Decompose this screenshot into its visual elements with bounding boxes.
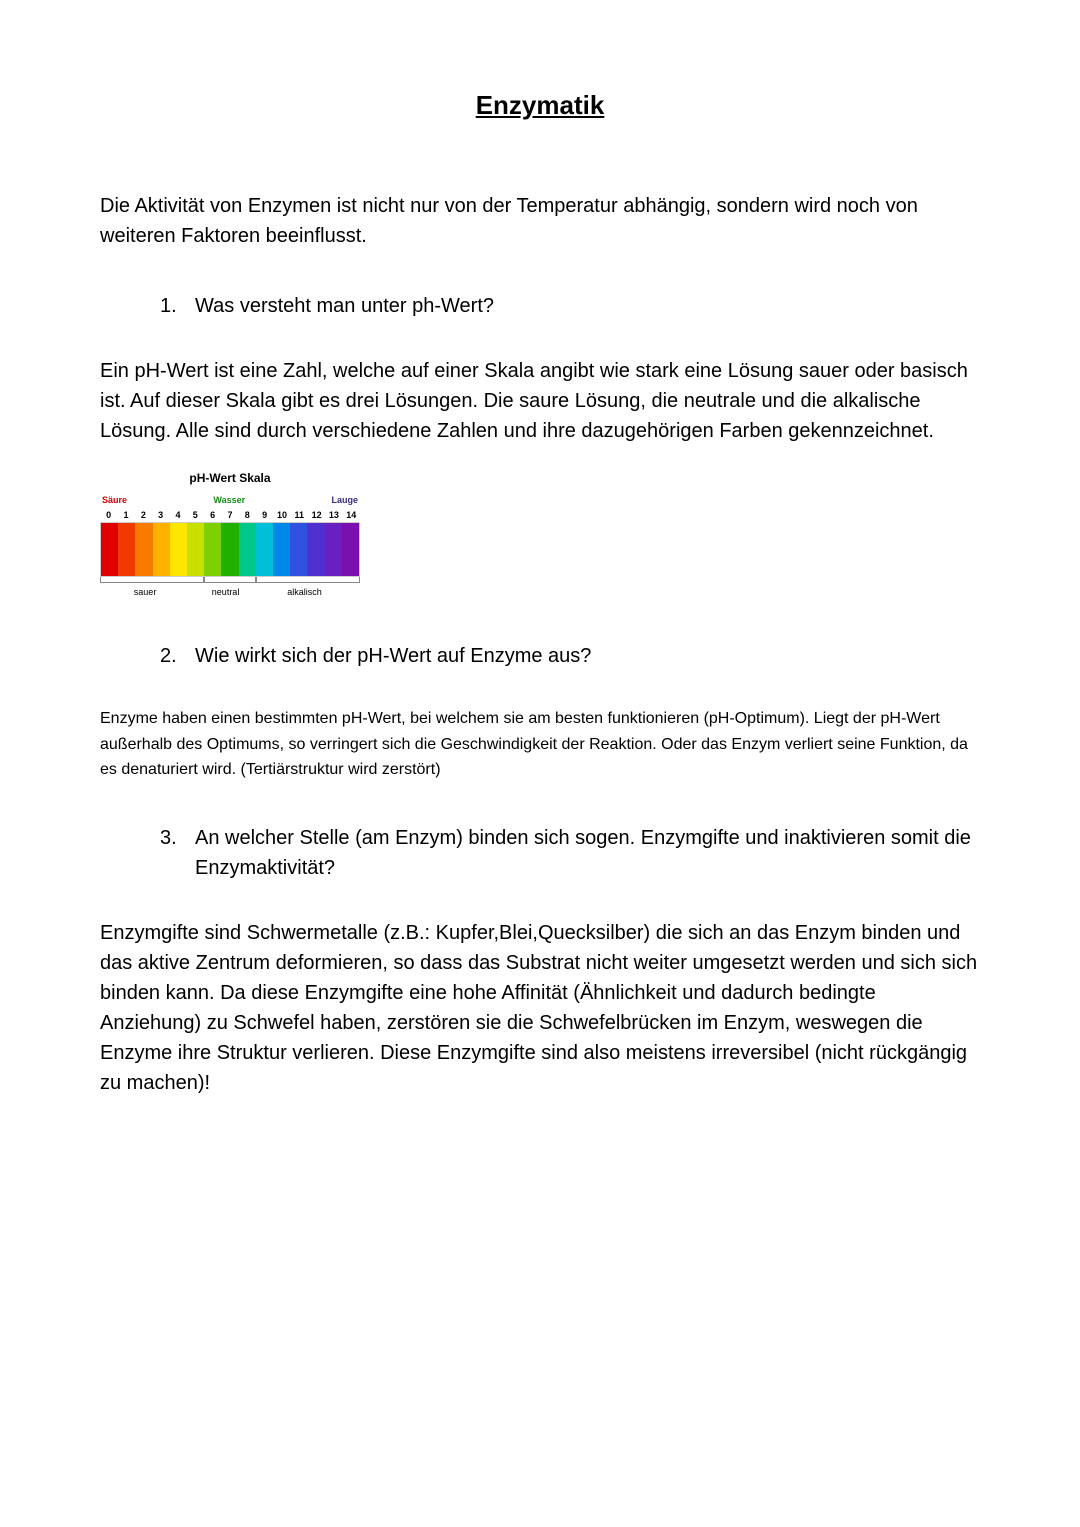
ph-number: 13 — [325, 510, 342, 520]
ph-brackets — [100, 577, 360, 585]
ph-number: 11 — [291, 510, 308, 520]
ph-number: 2 — [135, 510, 152, 520]
answer-3: Enzymgifte sind Schwermetalle (z.B.: Kup… — [100, 918, 980, 1098]
ph-bottom-labels: sauer neutral alkalisch — [100, 587, 360, 601]
ph-number: 10 — [273, 510, 290, 520]
ph-numbers-row: 01234567891011121314 — [100, 510, 360, 520]
question-2: 2. Wie wirkt sich der pH-Wert auf Enzyme… — [160, 641, 980, 671]
ph-number: 5 — [187, 510, 204, 520]
ph-number: 6 — [204, 510, 221, 520]
ph-color-bar — [221, 523, 238, 576]
ph-bracket-sauer — [100, 577, 204, 583]
ph-label-wasser: Wasser — [213, 495, 245, 505]
ph-scale-chart: pH-Wert Skala Säure Wasser Lauge 0123456… — [100, 471, 360, 601]
ph-bottom-neutral: neutral — [212, 587, 240, 597]
ph-color-bar — [204, 523, 221, 576]
ph-bracket-alkalisch — [256, 577, 360, 583]
ph-color-bar — [170, 523, 187, 576]
answer-1: Ein pH-Wert ist eine Zahl, welche auf ei… — [100, 356, 980, 446]
ph-label-lauge: Lauge — [331, 495, 358, 505]
ph-bracket-neutral — [204, 577, 256, 583]
intro-text: Die Aktivität von Enzymen ist nicht nur … — [100, 191, 980, 251]
ph-color-bar — [101, 523, 118, 576]
ph-bottom-alkalisch: alkalisch — [287, 587, 322, 597]
ph-number: 8 — [239, 510, 256, 520]
ph-bottom-sauer: sauer — [134, 587, 157, 597]
ph-color-bar — [239, 523, 256, 576]
ph-number: 14 — [343, 510, 360, 520]
page-title: Enzymatik — [100, 90, 980, 121]
ph-color-bar — [307, 523, 324, 576]
ph-color-bar — [153, 523, 170, 576]
ph-number: 4 — [169, 510, 186, 520]
ph-color-bar — [135, 523, 152, 576]
q2-number: 2. — [160, 641, 195, 671]
ph-number: 1 — [117, 510, 134, 520]
q3-text: An welcher Stelle (am Enzym) binden sich… — [195, 823, 980, 883]
ph-number: 0 — [100, 510, 117, 520]
ph-number: 3 — [152, 510, 169, 520]
ph-top-labels: Säure Wasser Lauge — [100, 495, 360, 505]
ph-color-bar — [187, 523, 204, 576]
question-3: 3. An welcher Stelle (am Enzym) binden s… — [160, 823, 980, 883]
ph-number: 12 — [308, 510, 325, 520]
ph-number: 7 — [221, 510, 238, 520]
question-1: 1. Was versteht man unter ph-Wert? — [160, 291, 980, 321]
answer-2: Enzyme haben einen bestimmten pH-Wert, b… — [100, 706, 980, 783]
ph-color-bar — [325, 523, 342, 576]
ph-color-bar — [256, 523, 273, 576]
q1-text: Was versteht man unter ph-Wert? — [195, 291, 494, 321]
ph-chart-title: pH-Wert Skala — [100, 471, 360, 485]
ph-color-bars — [100, 522, 360, 577]
q2-text: Wie wirkt sich der pH-Wert auf Enzyme au… — [195, 641, 591, 671]
q1-number: 1. — [160, 291, 195, 321]
ph-color-bar — [290, 523, 307, 576]
ph-color-bar — [342, 523, 359, 576]
q3-number: 3. — [160, 823, 195, 883]
ph-color-bar — [273, 523, 290, 576]
ph-label-saure: Säure — [102, 495, 127, 505]
ph-color-bar — [118, 523, 135, 576]
ph-number: 9 — [256, 510, 273, 520]
